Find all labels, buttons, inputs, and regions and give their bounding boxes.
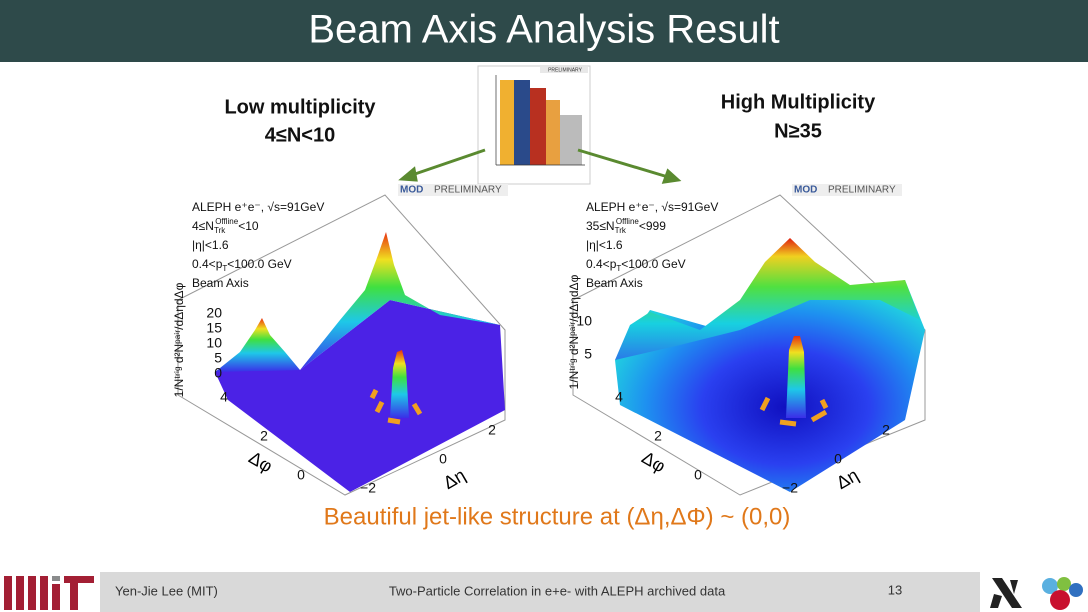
phi-tick-label: 0 — [694, 467, 702, 483]
info-part: Beam Axis — [586, 276, 643, 290]
info-part: 0.4<p — [192, 257, 223, 271]
info-part: 0.4<p — [586, 257, 617, 271]
plot-info: Beam Axis — [192, 276, 249, 290]
phi-axis-label: Δφ — [245, 447, 276, 476]
phi-tick-label: 4 — [615, 389, 623, 405]
eta-tick-label: 2 — [882, 422, 890, 438]
info-part: Offline — [215, 217, 239, 226]
phi-tick-label: 2 — [654, 428, 662, 444]
z-tick-label: 0 — [214, 365, 222, 381]
badge-logo: MOD — [794, 185, 817, 196]
plot-info: ALEPH e⁺e⁻, √s=91GeV — [586, 200, 718, 214]
z-tick-label: 15 — [206, 320, 222, 336]
eta-tick-label: 0 — [439, 451, 447, 467]
z-tick-label: 5 — [214, 350, 222, 366]
phi-axis-label: Δφ — [638, 447, 669, 476]
panel-label: High Multiplicity — [721, 91, 876, 113]
panel-label: 4≤N<10 — [265, 124, 335, 146]
phi-tick-label: 2 — [260, 428, 268, 444]
info-part: Beam Axis — [192, 276, 249, 290]
info-part: ALEPH e⁺e⁻, √s=91GeV — [192, 200, 324, 214]
info-part: T — [616, 264, 621, 273]
badge-text: PRELIMINARY — [828, 185, 896, 196]
badge-text: PRELIMINARY — [434, 185, 502, 196]
info-part: 35≤N — [586, 219, 615, 233]
info-part: <10 — [238, 219, 259, 233]
info-part: Offline — [616, 217, 640, 226]
phi-tick-label: 4 — [220, 389, 228, 405]
plot-surface-low — [177, 194, 506, 496]
eta-tick-label: 2 — [488, 422, 496, 438]
info-part: T — [222, 264, 227, 273]
phi-tick-label: 0 — [297, 467, 305, 483]
plot-surface-high — [572, 194, 926, 496]
caption: Beautiful jet-like structure at (Δη,ΔΦ) … — [324, 503, 791, 530]
slide-title: Beam Axis Analysis Result — [308, 8, 779, 52]
panel-label: N≥35 — [774, 120, 822, 142]
footer: Yen-Jie Lee (MIT) Two-Particle Correlati… — [4, 572, 1083, 612]
footer-author: Yen-Jie Lee (MIT) — [115, 583, 218, 598]
plot-info: Beam Axis — [586, 276, 643, 290]
arrows — [398, 148, 682, 184]
eta-tick-label: −2 — [782, 480, 798, 496]
inset-badge: PRELIMINARY — [548, 67, 582, 73]
info-part: |η|<1.6 — [192, 238, 229, 252]
plot-info: 0.4<pT<100.0 GeV — [192, 257, 292, 273]
panel-label: Low multiplicity — [224, 96, 376, 118]
info-part: 4≤N — [192, 219, 214, 233]
inset-histogram: PRELIMINARY — [477, 65, 591, 185]
z-tick-label: 20 — [206, 305, 222, 321]
plot-info: 35≤NTrkOffline<999 — [586, 217, 666, 235]
plot-info: ALEPH e⁺e⁻, √s=91GeV — [192, 200, 324, 214]
z-tick-label: 10 — [206, 335, 222, 351]
info-part: Trk — [615, 226, 627, 235]
info-part: <100.0 GeV — [227, 257, 291, 271]
z-tick-label: 10 — [576, 313, 592, 329]
badge-box — [398, 184, 508, 196]
plot-info: |η|<1.6 — [192, 238, 229, 252]
z-tick-label: 5 — [584, 346, 592, 362]
eta-axis-label: Δη — [833, 465, 862, 493]
eta-axis-label: Δη — [440, 465, 469, 493]
z-axis-label: 1/Nᵗʳⁱᵍ d²Nᵖᵃⁱʳ/dΔηdΔφ — [567, 274, 581, 389]
page-number: 13 — [888, 582, 902, 597]
badge-logo: MOD — [400, 185, 423, 196]
info-part: <999 — [639, 219, 666, 233]
plot-info: 0.4<pT<100.0 GeV — [586, 257, 686, 273]
badge-box — [792, 184, 902, 196]
info-part: ALEPH e⁺e⁻, √s=91GeV — [586, 200, 718, 214]
eta-tick-label: 0 — [834, 451, 842, 467]
info-part: Trk — [214, 226, 226, 235]
plot: MOD PRELIMINARY ALEPH e⁺e⁻, √s=91GeV 4≤NTrk… — [172, 184, 508, 496]
info-part: |η|<1.6 — [586, 238, 623, 252]
header-bar — [0, 0, 1088, 62]
plot-info: 4≤NTrkOffline<10 — [192, 217, 259, 235]
eta-tick-label: −2 — [360, 480, 376, 496]
plot-info: |η|<1.6 — [586, 238, 623, 252]
info-part: <100.0 GeV — [621, 257, 685, 271]
footer-talk: Two-Particle Correlation in e+e- with AL… — [389, 583, 726, 598]
z-axis-label: 1/Nᵗʳⁱᵍ d²Nᵖᵃⁱʳ/dΔηdΔφ — [172, 282, 186, 397]
